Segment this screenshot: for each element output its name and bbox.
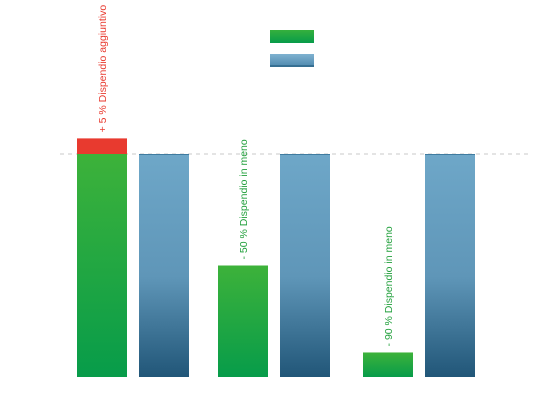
bar-group3-blue — [425, 154, 475, 377]
legend-swatch-blue — [270, 54, 314, 67]
bar-group3-green — [363, 352, 413, 377]
bar-group2-blue — [280, 154, 330, 377]
annotation-group1: + 5 % Dispendio aggiuntivo — [97, 5, 109, 133]
bars-group — [77, 138, 475, 377]
bar-group1-green — [77, 154, 127, 377]
legend-swatch-green — [270, 30, 314, 43]
bar-group2-green — [218, 265, 268, 377]
bar-group1-extra — [77, 138, 127, 154]
bar-group1-blue — [139, 154, 189, 377]
annotations-group: + 5 % Dispendio aggiuntivo - 50 % Dispend… — [97, 5, 395, 347]
annotation-group2: - 50 % Dispendio in meno — [238, 139, 250, 259]
annotation-group3: - 90 % Dispendio in meno — [383, 226, 395, 346]
legend — [270, 30, 314, 67]
